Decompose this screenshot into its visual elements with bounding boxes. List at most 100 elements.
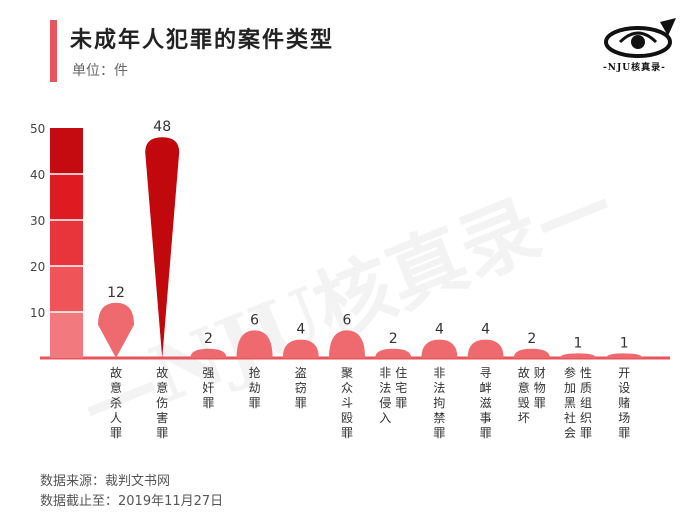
category-label-char: 罪 [249, 396, 261, 410]
category-label-char: 物 [534, 381, 546, 395]
category-label-char: 非 [379, 366, 391, 380]
bar-mark [98, 302, 134, 358]
category-label-char: 设 [618, 381, 630, 395]
category-label-char: 众 [341, 381, 353, 395]
data-label: 6 [250, 312, 259, 328]
category-label-char: 故 [156, 365, 168, 380]
y-tick-label: 20 [30, 260, 45, 274]
category-label-char: 罪 [480, 426, 492, 440]
category-label-char: 抢 [249, 365, 261, 380]
data-label: 1 [574, 335, 583, 351]
category-label-char: 侵 [379, 395, 391, 410]
category-label-char: 事 [480, 411, 492, 425]
category-label-char: 意 [156, 380, 168, 395]
category-label-char: 罪 [156, 426, 168, 440]
cutoff-note: 数据截止至：2019年11月27日 [40, 494, 224, 509]
bar-mark [190, 348, 227, 358]
category-label-char: 奸 [202, 381, 214, 395]
category-label-char: 滋 [480, 396, 492, 410]
category-label-char: 寻 [480, 366, 492, 380]
y-scale-block [50, 220, 83, 266]
data-label: 48 [153, 119, 171, 135]
source-note: 数据来源：裁判文书网 [40, 474, 171, 489]
category-label-char: 盗 [295, 365, 307, 380]
category-label-char: 故 [110, 365, 122, 380]
bar-mark [329, 330, 365, 358]
category-label-char: 加 [564, 381, 576, 395]
bar-mark [606, 353, 643, 358]
category-label-char: 罪 [618, 426, 630, 440]
category-label-char: 罪 [580, 426, 592, 440]
bar-mark [513, 348, 550, 358]
chart-title: 未成年人犯罪的案件类型 [70, 27, 335, 53]
data-label: 4 [481, 322, 490, 338]
bar-mark [236, 330, 273, 358]
category-label-char: 性 [580, 366, 592, 380]
data-label: 2 [527, 331, 536, 347]
category-label-char: 意 [110, 380, 122, 395]
category-label-char: 强 [202, 366, 214, 380]
category-label-char: 毁 [518, 395, 530, 410]
unit-label: 单位：件 [72, 63, 128, 79]
data-label: 2 [389, 331, 398, 347]
category-label-char: 非 [433, 366, 445, 380]
y-tick-label: 30 [30, 214, 45, 228]
category-label-char: 伤 [156, 396, 168, 410]
category-label-char: 法 [379, 381, 391, 395]
y-scale-block [50, 128, 83, 174]
category-label-char: 参 [564, 365, 576, 380]
category-label-char: 织 [580, 411, 592, 425]
y-tick-label: 40 [30, 168, 45, 182]
category-label-char: 聚 [341, 366, 353, 380]
category-label-char: 开 [618, 366, 630, 380]
category-label-char: 罪 [395, 396, 407, 410]
data-label: 6 [343, 312, 352, 328]
y-scale-block [50, 266, 83, 312]
category-label-char: 罪 [295, 396, 307, 410]
category-label-char: 入 [379, 411, 391, 425]
category-label-char: 杀 [110, 395, 122, 410]
category-label-char: 劫 [249, 381, 261, 395]
data-label: 2 [204, 331, 213, 347]
category-label-char: 法 [433, 381, 445, 395]
y-tick-label: 10 [30, 306, 45, 320]
category-label-char: 禁 [433, 411, 445, 425]
category-label-char: 意 [518, 380, 530, 395]
y-tick-label: 50 [30, 122, 45, 136]
category-label-char: 财 [534, 366, 546, 380]
category-label-char: 宅 [395, 380, 407, 395]
category-label-char: 人 [110, 411, 122, 425]
category-label-char: 罪 [534, 396, 546, 410]
data-label: 1 [620, 335, 629, 351]
bar-mark [145, 137, 180, 358]
category-label-char: 罪 [110, 426, 122, 440]
category-label-char: 害 [156, 410, 168, 425]
category-label-char: 场 [618, 411, 630, 425]
category-label-char: 质 [580, 381, 592, 395]
bar-mark [560, 353, 596, 358]
bar-mark [421, 339, 458, 358]
category-label-char: 坏 [518, 411, 530, 425]
y-scale-block [50, 312, 83, 358]
category-label-char: 住 [395, 366, 407, 380]
title-accent-bar [50, 20, 57, 82]
bar-mark [467, 339, 504, 358]
category-label-char: 拘 [433, 396, 445, 410]
bar-mark [375, 348, 412, 358]
bar-mark [282, 339, 319, 358]
category-label-char: 窃 [295, 380, 307, 395]
category-label-char: 赌 [618, 396, 630, 410]
category-label-char: 罪 [202, 396, 214, 410]
category-label-char: 殴 [341, 411, 353, 425]
category-label-char: 会 [564, 426, 576, 440]
category-label-char: 黑 [564, 396, 576, 410]
category-label-char: 罪 [433, 426, 445, 440]
logo-text: -NJU核真录- [603, 63, 666, 73]
data-label: 4 [296, 322, 305, 338]
category-label-char: 罪 [341, 426, 353, 440]
category-label-char: 社 [564, 410, 576, 425]
category-label-char: 故 [518, 365, 530, 380]
nju-logo-icon [604, 18, 676, 58]
category-label-char: 斗 [341, 396, 353, 410]
